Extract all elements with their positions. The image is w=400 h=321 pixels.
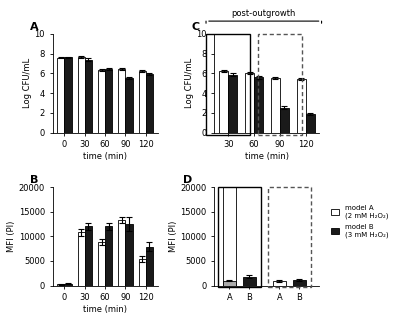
X-axis label: time (min): time (min): [245, 152, 289, 161]
Bar: [306, 114, 315, 133]
Bar: [105, 69, 112, 133]
Legend: model A
(2 mM H₂O₂), model B
(3 mM H₂O₂): model A (2 mM H₂O₂), model B (3 mM H₂O₂): [328, 203, 391, 241]
Bar: [218, 187, 261, 287]
Bar: [146, 74, 153, 133]
Bar: [85, 60, 92, 133]
Bar: [105, 227, 112, 286]
Bar: [139, 71, 146, 133]
Bar: [57, 284, 64, 286]
Y-axis label: MFI (PI): MFI (PI): [169, 221, 178, 252]
Bar: [254, 77, 263, 133]
Bar: [64, 284, 72, 286]
Bar: [268, 187, 311, 287]
Bar: [78, 232, 85, 286]
Bar: [228, 75, 237, 133]
Bar: [293, 280, 306, 286]
Text: B: B: [30, 175, 38, 185]
Bar: [223, 281, 236, 286]
Bar: [245, 73, 254, 133]
Y-axis label: Log CFU/mL: Log CFU/mL: [23, 58, 32, 108]
Bar: [146, 247, 153, 286]
Bar: [85, 227, 92, 286]
Bar: [126, 224, 132, 286]
Bar: [57, 57, 64, 133]
Text: A: A: [30, 22, 38, 32]
Y-axis label: Log CFU/mL: Log CFU/mL: [184, 58, 194, 108]
Bar: [118, 220, 126, 286]
Text: C: C: [191, 22, 200, 32]
Bar: [280, 108, 289, 133]
Bar: [126, 78, 132, 133]
Bar: [64, 57, 72, 133]
Bar: [219, 71, 228, 133]
Bar: [223, 187, 236, 286]
Bar: [297, 79, 306, 133]
Bar: [273, 281, 286, 286]
Bar: [78, 56, 85, 133]
Bar: [258, 34, 302, 135]
Bar: [271, 78, 280, 133]
Text: post-outgrowth: post-outgrowth: [232, 9, 296, 18]
Bar: [243, 277, 256, 286]
X-axis label: time (min): time (min): [83, 152, 127, 161]
Bar: [139, 259, 146, 286]
X-axis label: time (min): time (min): [83, 305, 127, 314]
Bar: [118, 69, 126, 133]
Bar: [98, 242, 105, 286]
Bar: [206, 34, 250, 135]
Text: D: D: [183, 175, 192, 185]
Y-axis label: MFI (PI): MFI (PI): [7, 221, 16, 252]
Bar: [98, 70, 105, 133]
